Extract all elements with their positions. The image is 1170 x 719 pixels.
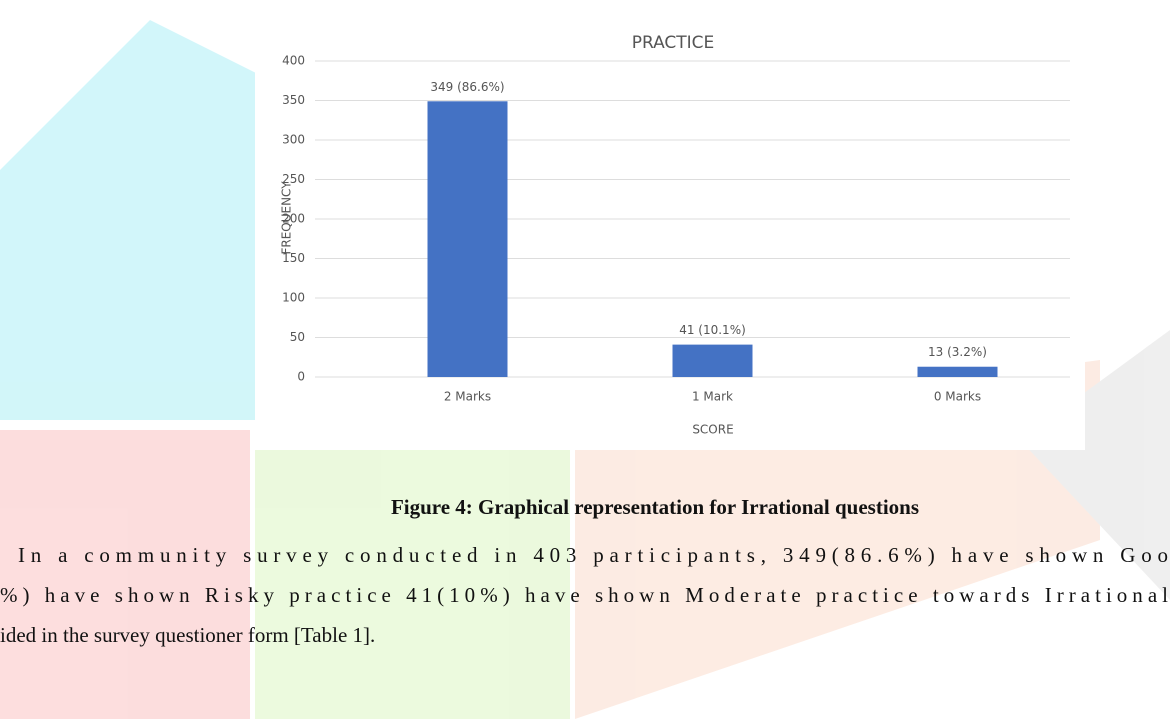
page: PRACTICE FREQUENCY SCORE Figure 4: Graph… — [0, 0, 1170, 719]
x-tick-label: 2 Marks — [444, 390, 491, 404]
chart-title: PRACTICE — [632, 33, 715, 53]
y-tick-label: 0 — [297, 370, 305, 384]
chart-background — [255, 0, 1085, 450]
y-tick-label: 350 — [282, 93, 305, 107]
y-tick-label: 200 — [282, 212, 305, 226]
y-tick-label: 50 — [290, 330, 305, 344]
data-label: 349 (86.6%) — [430, 80, 504, 94]
x-tick-label: 1 Mark — [692, 390, 733, 404]
bar — [428, 101, 508, 377]
bar — [673, 345, 753, 377]
y-tick-label: 400 — [282, 54, 305, 68]
y-tick-label: 250 — [282, 172, 305, 186]
x-tick-label: 0 Marks — [934, 390, 981, 404]
x-axis-label: SCORE — [692, 423, 733, 437]
bar — [918, 367, 998, 377]
document: PRACTICE FREQUENCY SCORE Figure 4: Graph… — [0, 0, 1170, 719]
y-tick-label: 150 — [282, 251, 305, 265]
data-label: 41 (10.1%) — [679, 323, 746, 337]
data-label: 13 (3.2%) — [928, 345, 987, 359]
figure-caption: Figure 4: Graphical representation for I… — [391, 495, 919, 519]
paragraph-line: ided in the survey questioner form [Tabl… — [0, 623, 375, 647]
y-tick-label: 100 — [282, 291, 305, 305]
y-tick-label: 300 — [282, 133, 305, 147]
